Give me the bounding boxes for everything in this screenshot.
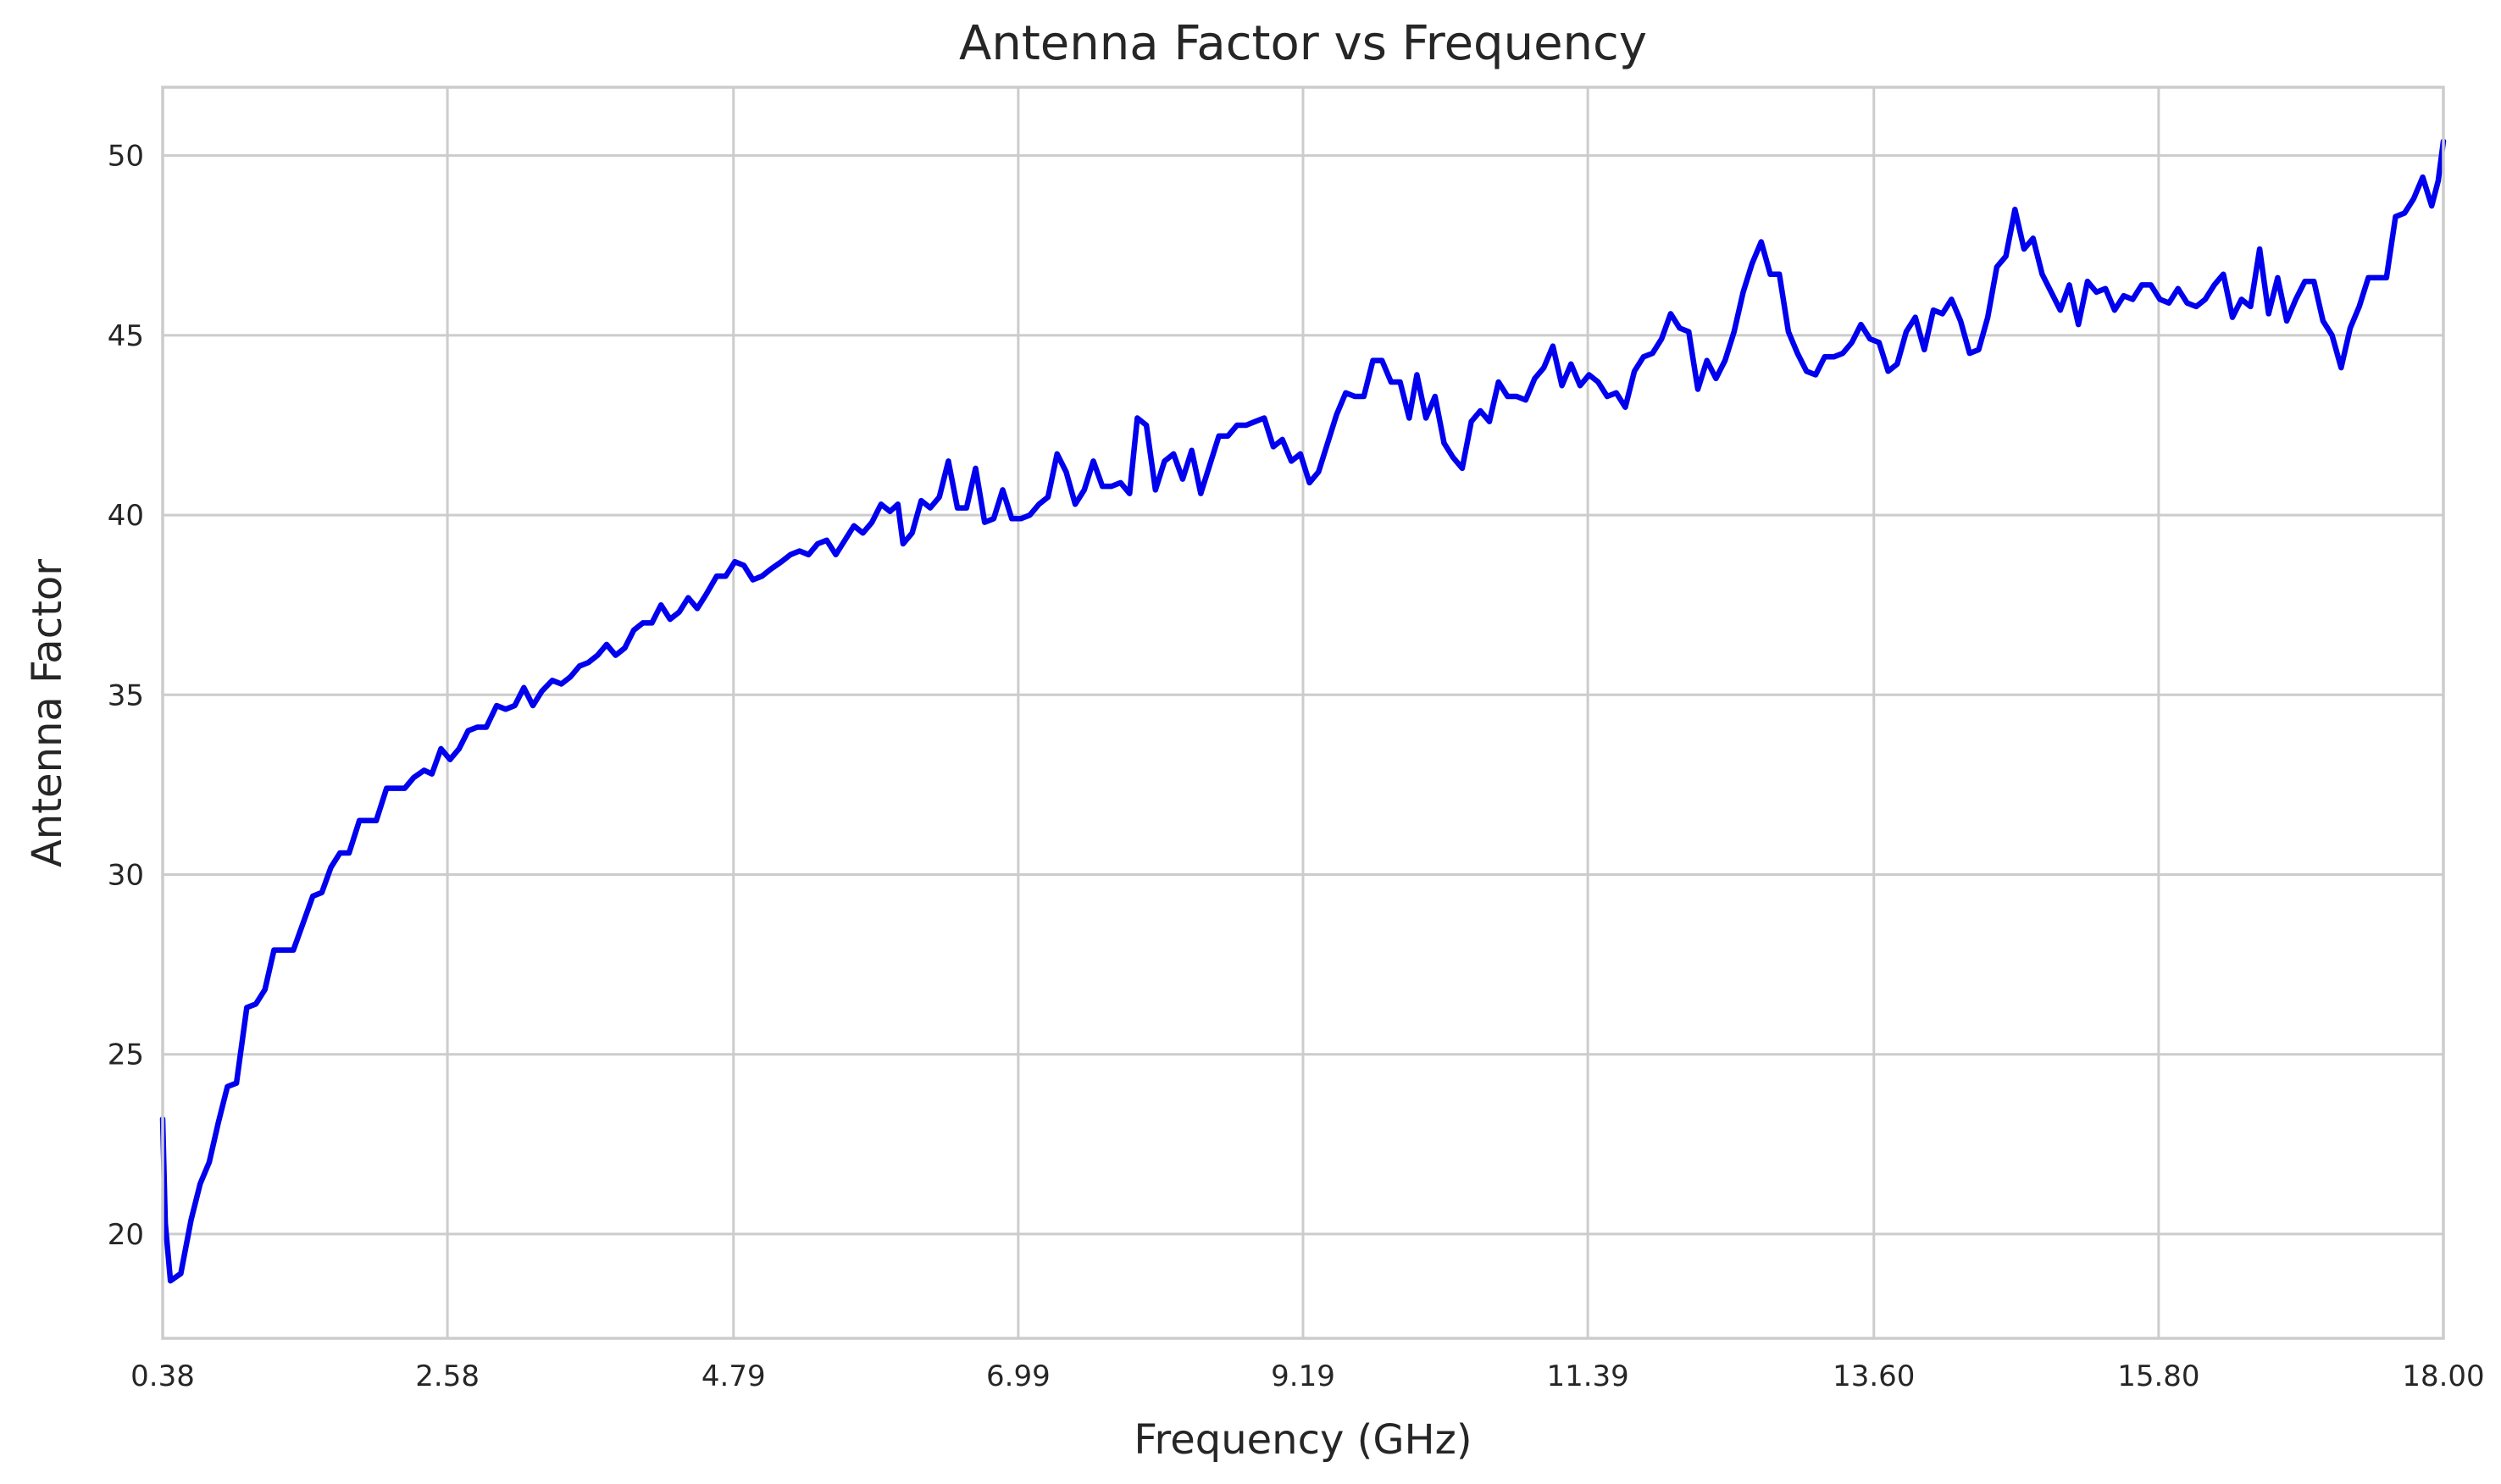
x-tick-label: 9.19 — [1271, 1359, 1335, 1393]
y-axis-label: Antenna Factor — [24, 559, 71, 867]
y-tick-label: 35 — [108, 678, 144, 712]
plot-frame — [161, 86, 2445, 1340]
y-tick-label: 40 — [108, 499, 144, 533]
y-tick-label: 25 — [108, 1038, 144, 1072]
x-tick-label: 6.99 — [986, 1359, 1051, 1393]
x-tick-label: 0.38 — [130, 1359, 195, 1393]
y-tick-label: 45 — [108, 319, 144, 353]
antenna-factor-line — [159, 138, 2447, 1284]
y-tick-label: 50 — [108, 140, 144, 174]
x-tick-label: 2.58 — [415, 1359, 480, 1393]
x-tick-label: 15.80 — [2117, 1359, 2199, 1393]
chart-title: Antenna Factor vs Frequency — [959, 16, 1647, 71]
x-tick-label: 11.39 — [1546, 1359, 1628, 1393]
x-tick-label: 13.60 — [1833, 1359, 1915, 1393]
y-tick-label: 30 — [108, 858, 144, 892]
y-tick-labels: 20 25 30 35 40 45 50 — [108, 140, 144, 1252]
x-axis-label: Frequency (GHz) — [1134, 1416, 1472, 1464]
x-tick-label: 4.79 — [702, 1359, 766, 1393]
x-tick-labels: 0.38 2.58 4.79 6.99 9.19 11.39 13.60 15.80 18.00 — [130, 1359, 2485, 1393]
y-gridlines — [163, 154, 2443, 1236]
x-tick-label: 18.00 — [2402, 1359, 2484, 1393]
y-tick-label: 20 — [108, 1218, 144, 1252]
